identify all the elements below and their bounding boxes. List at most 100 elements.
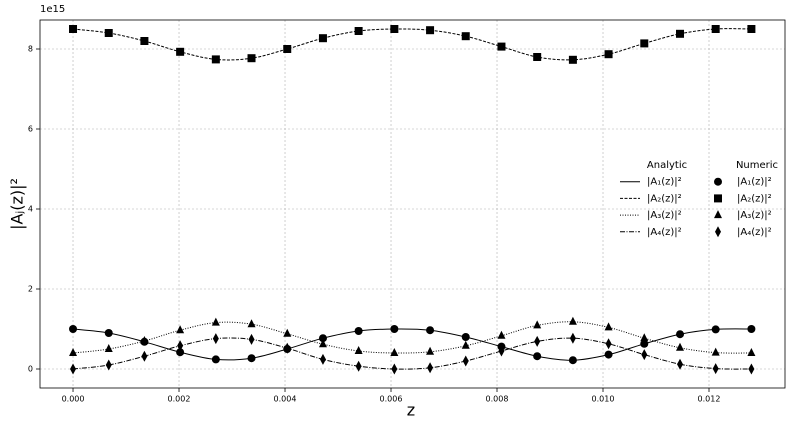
- offset-text: 1e15: [40, 4, 65, 15]
- marker: [711, 325, 720, 334]
- marker: [677, 358, 684, 370]
- marker: [319, 353, 326, 365]
- marker: [247, 54, 256, 63]
- marker: [283, 45, 292, 53]
- marker: [604, 350, 613, 359]
- marker: [640, 39, 649, 48]
- marker: [176, 325, 185, 334]
- marker: [533, 352, 542, 361]
- marker: [497, 42, 506, 51]
- x-tick-label: 0.004: [274, 395, 297, 404]
- marker: [390, 25, 399, 33]
- marker: [676, 330, 685, 339]
- legend-swatch: [714, 210, 722, 219]
- marker: [426, 26, 435, 35]
- marker: [569, 332, 576, 344]
- marker: [105, 359, 112, 371]
- marker: [498, 345, 505, 357]
- x-tick-label: 0.000: [62, 395, 85, 404]
- legend-title: Analytic: [647, 160, 687, 171]
- marker: [354, 27, 363, 35]
- legend-label: |A₂(z)|²: [737, 193, 772, 204]
- marker: [69, 25, 78, 33]
- y-tick-label: 0: [28, 365, 33, 374]
- legend-label: |A₂(z)|²: [647, 193, 682, 204]
- marker: [104, 344, 113, 352]
- marker: [211, 317, 220, 326]
- x-tick-label: 0.002: [168, 395, 191, 404]
- marker: [141, 350, 148, 362]
- marker: [604, 322, 613, 331]
- y-tick-label: 4: [28, 205, 33, 214]
- marker: [497, 330, 506, 339]
- marker: [533, 320, 542, 329]
- marker: [676, 29, 685, 38]
- marker: [604, 50, 613, 59]
- marker: [247, 319, 256, 328]
- marker: [318, 339, 327, 348]
- legend-swatch: [714, 177, 722, 186]
- marker: [461, 333, 470, 341]
- marker: [390, 325, 399, 333]
- legend-swatch: [715, 226, 721, 238]
- marker: [605, 338, 612, 350]
- analytic-line: [72, 321, 752, 354]
- marker: [461, 340, 470, 349]
- marker: [176, 348, 185, 357]
- x-axis-label: z: [407, 401, 415, 420]
- marker: [426, 346, 435, 355]
- y-axis-label: |Aⱼ(z)|²: [8, 178, 27, 230]
- plot-frame: [39, 19, 786, 389]
- marker: [427, 362, 434, 374]
- marker: [748, 363, 755, 375]
- legend-swatch: [714, 194, 722, 203]
- marker: [568, 316, 577, 325]
- marker: [70, 363, 77, 375]
- marker: [747, 325, 756, 333]
- marker: [176, 47, 185, 56]
- marker: [355, 360, 362, 372]
- x-tick-label: 0.006: [380, 395, 403, 404]
- marker: [534, 335, 541, 347]
- marker: [69, 348, 78, 356]
- marker: [711, 347, 720, 356]
- marker: [354, 346, 363, 354]
- marker: [212, 333, 219, 345]
- marker: [641, 349, 648, 361]
- legend-label: |A₄(z)|²: [737, 227, 772, 238]
- marker: [747, 25, 756, 33]
- marker: [711, 25, 720, 33]
- analytic-line: [72, 337, 752, 370]
- legend-label: |A₄(z)|²: [647, 227, 682, 238]
- y-tick-label: 2: [28, 285, 33, 294]
- marker: [318, 334, 327, 343]
- x-tick-label: 0.010: [592, 395, 615, 404]
- marker: [533, 53, 542, 61]
- marker: [640, 339, 649, 348]
- marker: [390, 348, 399, 356]
- marker: [391, 363, 398, 375]
- marker: [640, 333, 649, 342]
- marker: [462, 355, 469, 367]
- marker: [676, 342, 685, 351]
- marker: [140, 336, 149, 344]
- legend-title: Numeric: [736, 160, 778, 171]
- marker: [318, 34, 327, 43]
- y-tick-label: 6: [28, 125, 33, 134]
- marker: [140, 37, 149, 45]
- legend-label: |A₁(z)|²: [647, 177, 682, 188]
- marker: [461, 32, 470, 41]
- x-tick-label: 0.012: [698, 395, 721, 404]
- marker: [248, 333, 255, 345]
- legend-label: |A₃(z)|²: [647, 210, 682, 221]
- legend-label: |A₁(z)|²: [737, 177, 772, 188]
- marker: [747, 348, 756, 356]
- marker: [354, 327, 363, 335]
- marker: [283, 328, 292, 337]
- marker: [247, 354, 256, 363]
- marker: [568, 55, 577, 64]
- marker: [568, 356, 577, 365]
- marker: [177, 340, 184, 352]
- marker: [104, 29, 113, 37]
